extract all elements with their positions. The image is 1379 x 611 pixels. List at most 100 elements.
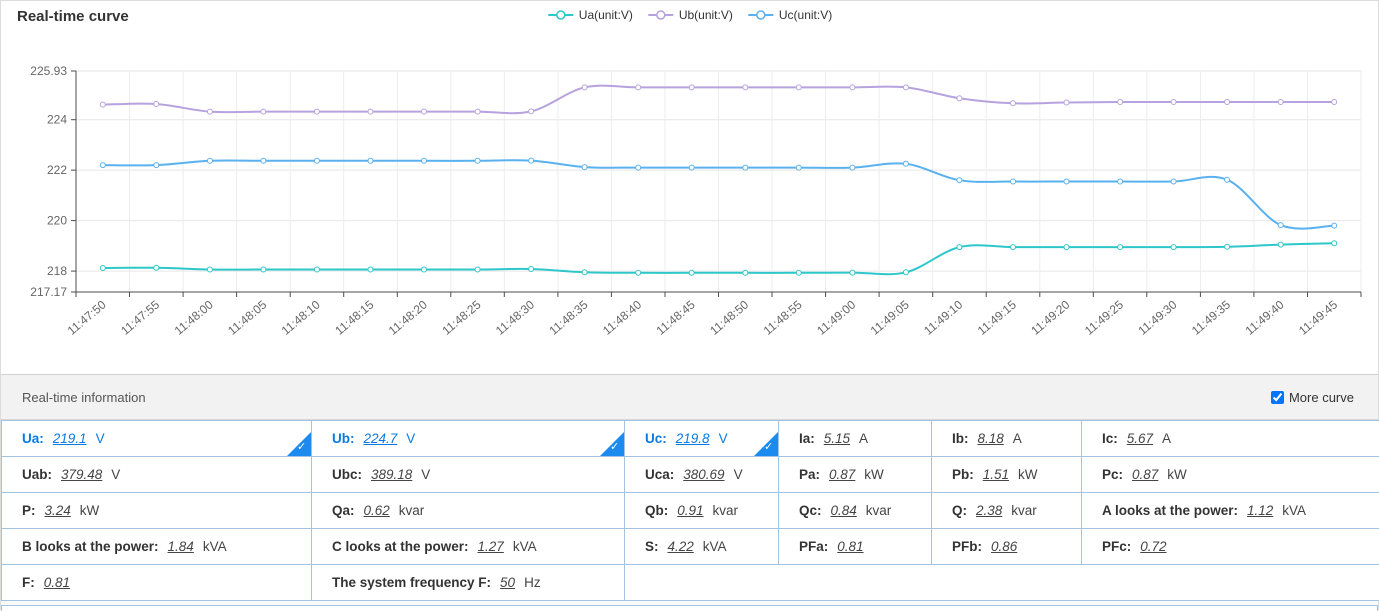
svg-text:11:48:35: 11:48:35 [546, 297, 590, 337]
svg-text:11:48:30: 11:48:30 [493, 297, 537, 337]
legend-line-marker-icon [547, 9, 574, 21]
svg-text:11:48:05: 11:48:05 [225, 297, 269, 337]
info-cell-q[interactable]: Q: 2.38 kvar [932, 493, 1082, 529]
param-value: 1.84 [168, 539, 194, 554]
param-label: Uc: [645, 431, 667, 446]
param-value: 0.84 [831, 503, 857, 518]
legend-label: Ua(unit:V) [579, 8, 633, 22]
param-unit: kW [1167, 467, 1187, 482]
param-unit: kvar [1011, 503, 1037, 518]
param-unit: V [734, 467, 743, 482]
legend-label: Uc(unit:V) [779, 8, 832, 22]
param-label: Pb: [952, 467, 974, 482]
param-label: PFc: [1102, 539, 1131, 554]
param-label: PFa: [799, 539, 828, 554]
param-label: P: [22, 503, 36, 518]
param-unit: V [719, 431, 728, 446]
param-value: 0.86 [991, 539, 1017, 554]
svg-text:11:49:35: 11:49:35 [1189, 297, 1233, 337]
param-unit: V [406, 431, 415, 446]
param-unit: A [1013, 431, 1022, 446]
svg-text:11:49:05: 11:49:05 [868, 297, 912, 337]
svg-text:218: 218 [47, 264, 67, 278]
param-value: 8.18 [978, 431, 1004, 446]
param-label: Qa: [332, 503, 355, 518]
param-label: Q: [952, 503, 967, 518]
svg-text:11:48:00: 11:48:00 [172, 297, 216, 337]
info-cell-s[interactable]: S: 4.22 kVA [625, 529, 779, 565]
more-curve-toggle[interactable]: More curve [1271, 375, 1354, 419]
legend-line-marker-icon [647, 9, 674, 21]
param-label: C looks at the power: [332, 539, 469, 554]
param-value: 4.22 [668, 539, 694, 554]
param-unit: kW [80, 503, 100, 518]
svg-text:11:49:40: 11:49:40 [1243, 297, 1287, 337]
curve-selected-check-icon: ✓ [754, 432, 778, 456]
legend-label: Ub(unit:V) [679, 8, 733, 22]
param-label: Ubc: [332, 467, 362, 482]
param-label: A looks at the power: [1102, 503, 1238, 518]
param-unit: V [421, 467, 430, 482]
svg-text:11:49:45: 11:49:45 [1296, 297, 1340, 337]
svg-text:11:48:15: 11:48:15 [332, 297, 376, 337]
param-unit: kVA [203, 539, 227, 554]
chart-legend: Ua(unit:V) Ub(unit:V) Uc(unit:V) [547, 8, 832, 22]
info-cell-pfc[interactable]: PFc:0.72 [1082, 529, 1379, 565]
svg-text:11:49:15: 11:49:15 [975, 297, 1019, 337]
param-unit: kVA [1282, 503, 1306, 518]
next-table-row-sliver [1, 605, 1378, 611]
param-unit: kVA [703, 539, 727, 554]
param-label: B looks at the power: [22, 539, 159, 554]
param-label: F: [22, 575, 35, 590]
info-cell-pfb[interactable]: PFb:0.86 [932, 529, 1082, 565]
info-cell-b-looks-at-the-power[interactable]: B looks at the power: 1.84 kVA [2, 529, 312, 565]
legend-item-uc[interactable]: Uc(unit:V) [747, 8, 832, 22]
svg-text:11:48:25: 11:48:25 [439, 297, 483, 337]
param-label: S: [645, 539, 659, 554]
svg-text:11:48:20: 11:48:20 [386, 297, 430, 337]
info-cell-pfa[interactable]: PFa: 0.81 [779, 529, 932, 565]
param-label: Qb: [645, 503, 668, 518]
svg-text:11:49:00: 11:49:00 [814, 297, 858, 337]
svg-text:225.93: 225.93 [30, 64, 67, 78]
more-curve-checkbox[interactable] [1271, 391, 1284, 404]
param-unit: Hz [524, 575, 541, 590]
param-value: 0.81 [837, 539, 863, 554]
param-unit: V [96, 431, 105, 446]
legend-item-ub[interactable]: Ub(unit:V) [647, 8, 733, 22]
param-label: Pc: [1102, 467, 1123, 482]
param-value: 0.91 [677, 503, 703, 518]
chart-title: Real-time curve [17, 8, 129, 25]
param-value: 2.38 [976, 503, 1002, 518]
param-label: The system frequency F: [332, 575, 491, 590]
info-cell-f[interactable]: F:0.81 [2, 565, 312, 601]
legend-item-ua[interactable]: Ua(unit:V) [547, 8, 633, 22]
info-panel-header: Real-time information More curve [1, 375, 1378, 420]
param-label: Ic: [1102, 431, 1118, 446]
param-value: 380.69 [683, 467, 724, 482]
svg-text:11:47:50: 11:47:50 [65, 297, 109, 337]
